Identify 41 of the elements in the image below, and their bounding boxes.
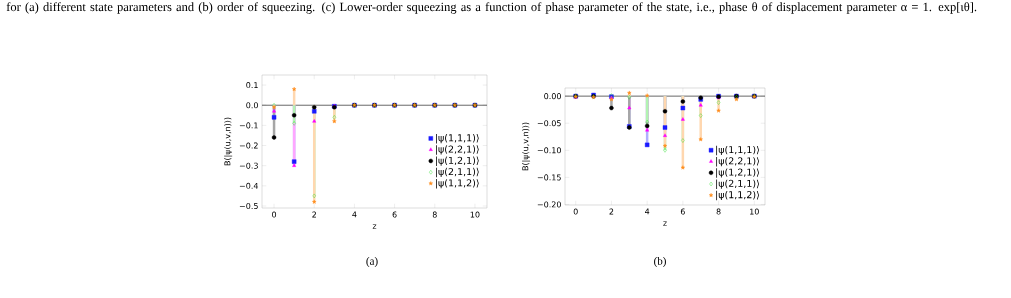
x-tick-label: 6 (392, 211, 397, 218)
legend-label: |ψ(2,2,1)⟩ (716, 157, 759, 167)
legend-label: |ψ(1,1,1)⟩ (436, 134, 479, 144)
legend-label: |ψ(2,1,1)⟩ (716, 179, 759, 190)
text: (b) (654, 257, 666, 267)
y-tick-label: −0.1 (239, 122, 258, 129)
text: (a) (366, 257, 378, 267)
y-tick-label: −0.15 (537, 174, 561, 181)
x-tick-label: 2 (609, 208, 614, 215)
x-tick-label: 4 (645, 208, 650, 215)
y-axis-title: B(|ψ(u,v,n)⟩) (522, 122, 531, 171)
y-tick-label: −0.10 (537, 147, 561, 154)
y-tick-label: 0.0 (246, 102, 258, 109)
y-tick-label: 0.1 (246, 82, 258, 89)
legend-label: |ψ(1,2,1)⟩ (436, 156, 479, 167)
legend-label: |ψ(1,1,2)⟩ (716, 190, 759, 201)
legend-label: |ψ(1,2,1)⟩ (716, 168, 759, 178)
x-tick-label: 10 (750, 208, 759, 215)
x-tick-label: 4 (352, 211, 357, 218)
y-tick-label: −0.4 (239, 182, 259, 189)
x-tick-label: 8 (716, 208, 721, 215)
x-tick-label: 0 (573, 208, 578, 215)
x-tick-label: 10 (470, 211, 480, 218)
legend-label: |ψ(1,1,2)⟩ (436, 179, 479, 189)
x-axis-title: z (663, 221, 667, 226)
y-tick-label: −0.05 (537, 120, 561, 127)
x-tick-label: 6 (680, 208, 685, 215)
legend-label: |ψ(2,2,1)⟩ (436, 145, 479, 155)
x-tick-label: 0 (272, 211, 277, 218)
y-tick-label: −0.2 (239, 142, 258, 149)
y-tick-label: −0.20 (537, 201, 561, 208)
x-tick-label: 8 (432, 211, 437, 218)
legend-label: |ψ(1,1,1)⟩ (716, 145, 759, 156)
y-tick-label: 0.00 (544, 93, 561, 100)
y-axis-title: B(|ψ(u,v,n)⟩) (224, 117, 233, 166)
x-tick-label: 2 (312, 211, 316, 218)
legend-label: |ψ(2,1,1)⟩ (436, 167, 479, 178)
x-axis-title: z (372, 224, 377, 229)
text: for (a) different state parameters and (b) order of squeezing. (c) Lower-order squeezing as a function of phase parameter of the state, i.e., phase θ of displacement parameter α = 1. exp[ιθ]. (6, 2, 977, 14)
y-tick-label: −0.5 (239, 202, 258, 210)
y-tick-label: −0.3 (239, 162, 258, 169)
